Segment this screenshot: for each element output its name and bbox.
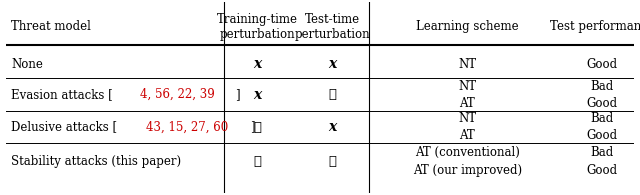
Text: ✓: ✓: [328, 88, 337, 101]
Text: Delusive attacks [: Delusive attacks [: [12, 121, 118, 134]
Text: 4, 56, 22, 39: 4, 56, 22, 39: [140, 88, 215, 101]
Text: Bad: Bad: [591, 146, 614, 160]
Text: AT (our improved): AT (our improved): [413, 164, 522, 177]
Text: AT: AT: [460, 129, 476, 142]
Text: Evasion attacks [: Evasion attacks [: [12, 88, 113, 101]
Text: ✓: ✓: [253, 121, 261, 134]
Text: x: x: [328, 57, 337, 71]
Text: x: x: [253, 57, 261, 71]
Text: NT: NT: [458, 58, 476, 71]
Text: ]: ]: [250, 121, 254, 134]
Text: NT: NT: [458, 112, 476, 125]
Text: Test-time
perturbation: Test-time perturbation: [295, 13, 371, 41]
Text: ✓: ✓: [328, 155, 337, 168]
Text: 43, 15, 27, 60: 43, 15, 27, 60: [146, 121, 228, 134]
Text: ]: ]: [235, 88, 239, 101]
Text: None: None: [12, 58, 44, 71]
Text: x: x: [253, 88, 261, 102]
Text: Stability attacks (this paper): Stability attacks (this paper): [12, 155, 182, 168]
Text: Good: Good: [587, 97, 618, 110]
Text: Test performance: Test performance: [550, 20, 640, 33]
Text: Learning scheme: Learning scheme: [416, 20, 518, 33]
Text: Bad: Bad: [591, 80, 614, 93]
Text: Good: Good: [587, 58, 618, 71]
Text: Threat model: Threat model: [12, 20, 92, 33]
Text: AT (conventional): AT (conventional): [415, 146, 520, 160]
Text: Bad: Bad: [591, 112, 614, 125]
Text: Training-time
perturbation: Training-time perturbation: [217, 13, 298, 41]
Text: NT: NT: [458, 80, 476, 93]
Text: Good: Good: [587, 129, 618, 142]
Text: Good: Good: [587, 164, 618, 177]
Text: x: x: [328, 120, 337, 134]
Text: AT: AT: [460, 97, 476, 110]
Text: ✓: ✓: [253, 155, 261, 168]
